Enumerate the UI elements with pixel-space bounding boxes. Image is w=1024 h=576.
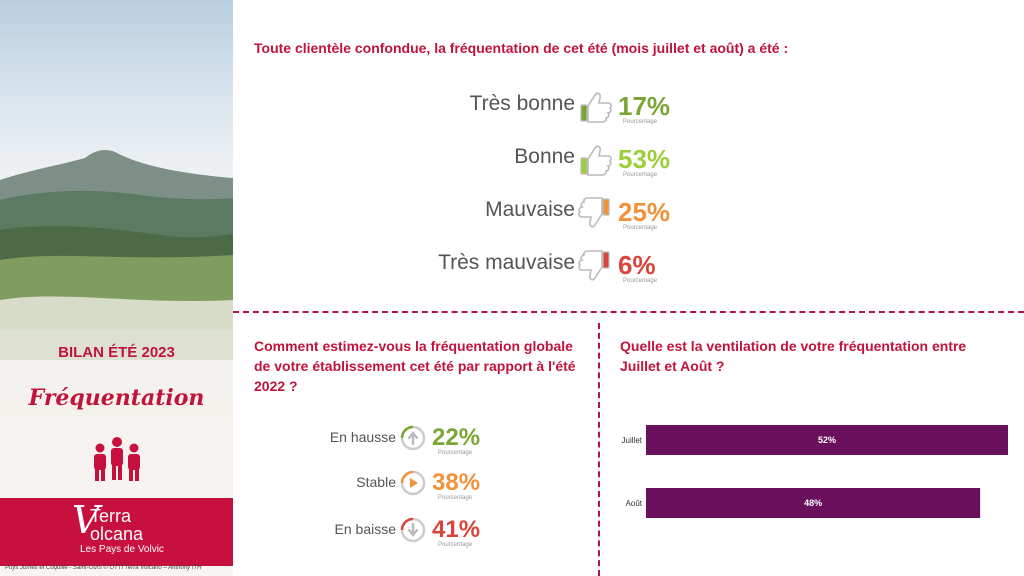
bar-category-label: Août <box>626 499 643 508</box>
trend-label: En hausse <box>329 429 396 445</box>
rating-percent: 6% <box>618 250 656 280</box>
rating-row: Très bonne <box>380 88 575 128</box>
section2-question: Comment estimez-vous la fréquentation gl… <box>254 338 576 394</box>
rating-row: Bonne <box>380 141 575 181</box>
thumbs-down-icon <box>578 249 612 288</box>
brand-line2: olcana <box>90 524 144 544</box>
bar-value-label: 48% <box>804 498 822 508</box>
thumbs-up-icon <box>578 90 612 129</box>
rating-row: Très mauvaise <box>380 247 575 287</box>
report-subtitle: Fréquentation <box>28 385 205 411</box>
rating-percent: 53% <box>618 144 671 174</box>
photo-credit: Puys Jumes et Coquille - Saint-Ours © OT… <box>5 565 202 571</box>
brand-v: V <box>72 498 100 542</box>
arrow-right-icon <box>400 470 426 501</box>
rating-label: Bonne <box>514 145 575 168</box>
rating-percent-caption: Pourcentage <box>623 278 658 284</box>
section3-question: Quelle est la ventilation de votre fréqu… <box>620 338 967 374</box>
trend-percent: 41% <box>432 516 481 543</box>
trend-label: Stable <box>356 474 396 490</box>
rating-percent-caption: Pourcentage <box>623 225 658 231</box>
rating-label: Très bonne <box>469 92 575 115</box>
rating-label: Mauvaise <box>485 198 575 221</box>
vertical-divider <box>598 323 600 576</box>
rating-percent: 17% <box>618 91 671 121</box>
report-title: BILAN ÉTÉ 2023 <box>58 344 175 361</box>
brand-line1: Terra <box>90 506 132 526</box>
thumbs-down-icon <box>578 196 612 235</box>
landscape-image <box>0 150 233 420</box>
arrow-down-icon <box>400 517 426 548</box>
rating-percent-caption: Pourcentage <box>623 172 658 178</box>
trend-percent-caption: Pourcentage <box>438 542 473 548</box>
section1-question: Toute clientèle confondue, la fréquentat… <box>254 40 789 56</box>
rating-percent-caption: Pourcentage <box>623 119 658 125</box>
rating-label: Très mauvaise <box>438 251 575 274</box>
people-icon <box>94 437 140 481</box>
brand-tagline: Les Pays de Volvic <box>80 544 164 555</box>
brand-logo: V Terra olcana Les Pays de Volvic <box>0 498 233 566</box>
arrow-up-icon <box>400 425 426 456</box>
trend-percent-caption: Pourcentage <box>438 450 473 456</box>
bar <box>646 488 981 518</box>
trend-percent: 22% <box>432 424 481 451</box>
horizontal-divider <box>233 311 1024 313</box>
sidebar: BILAN ÉTÉ 2023 Fréquentation V Terra olc… <box>0 0 233 576</box>
thumbs-up-icon <box>578 143 612 182</box>
bar-value-label: 52% <box>818 435 836 445</box>
trend-percent-caption: Pourcentage <box>438 495 473 501</box>
trend-percent: 38% <box>432 469 481 496</box>
trend-label: En baisse <box>334 521 396 537</box>
bar-category-label: Juillet <box>622 436 643 445</box>
rating-percent: 25% <box>618 197 671 227</box>
bar <box>646 425 1008 455</box>
bar-chart: Juillet 52% Août 48% <box>622 425 1008 518</box>
rating-row: Mauvaise <box>380 194 575 234</box>
